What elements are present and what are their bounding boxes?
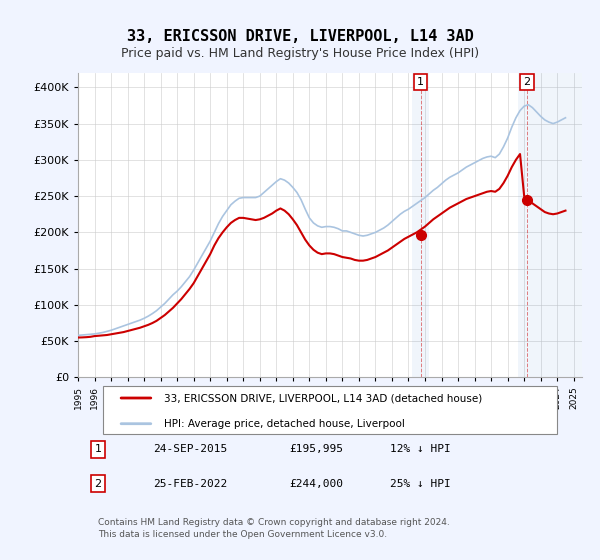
Text: Contains HM Land Registry data © Crown copyright and database right 2024.
This d: Contains HM Land Registry data © Crown c…: [98, 518, 450, 539]
Bar: [412, 73, 429, 377]
Text: HPI: Average price, detached house, Liverpool: HPI: Average price, detached house, Live…: [164, 419, 404, 429]
Text: 25% ↓ HPI: 25% ↓ HPI: [391, 479, 451, 489]
Text: 24-SEP-2015: 24-SEP-2015: [154, 445, 228, 454]
Text: Price paid vs. HM Land Registry's House Price Index (HPI): Price paid vs. HM Land Registry's House …: [121, 46, 479, 60]
Bar: [518, 73, 582, 377]
Text: 25-FEB-2022: 25-FEB-2022: [154, 479, 228, 489]
Text: £244,000: £244,000: [290, 479, 344, 489]
Bar: [103, 386, 557, 434]
Text: 33, ERICSSON DRIVE, LIVERPOOL, L14 3AD: 33, ERICSSON DRIVE, LIVERPOOL, L14 3AD: [127, 29, 473, 44]
Text: 1: 1: [417, 77, 424, 87]
Text: 2: 2: [523, 77, 530, 87]
Text: 33, ERICSSON DRIVE, LIVERPOOL, L14 3AD (detached house): 33, ERICSSON DRIVE, LIVERPOOL, L14 3AD (…: [164, 393, 482, 403]
Text: 1: 1: [95, 445, 101, 454]
Text: £195,995: £195,995: [290, 445, 344, 454]
Text: 12% ↓ HPI: 12% ↓ HPI: [391, 445, 451, 454]
Text: 2: 2: [95, 479, 102, 489]
